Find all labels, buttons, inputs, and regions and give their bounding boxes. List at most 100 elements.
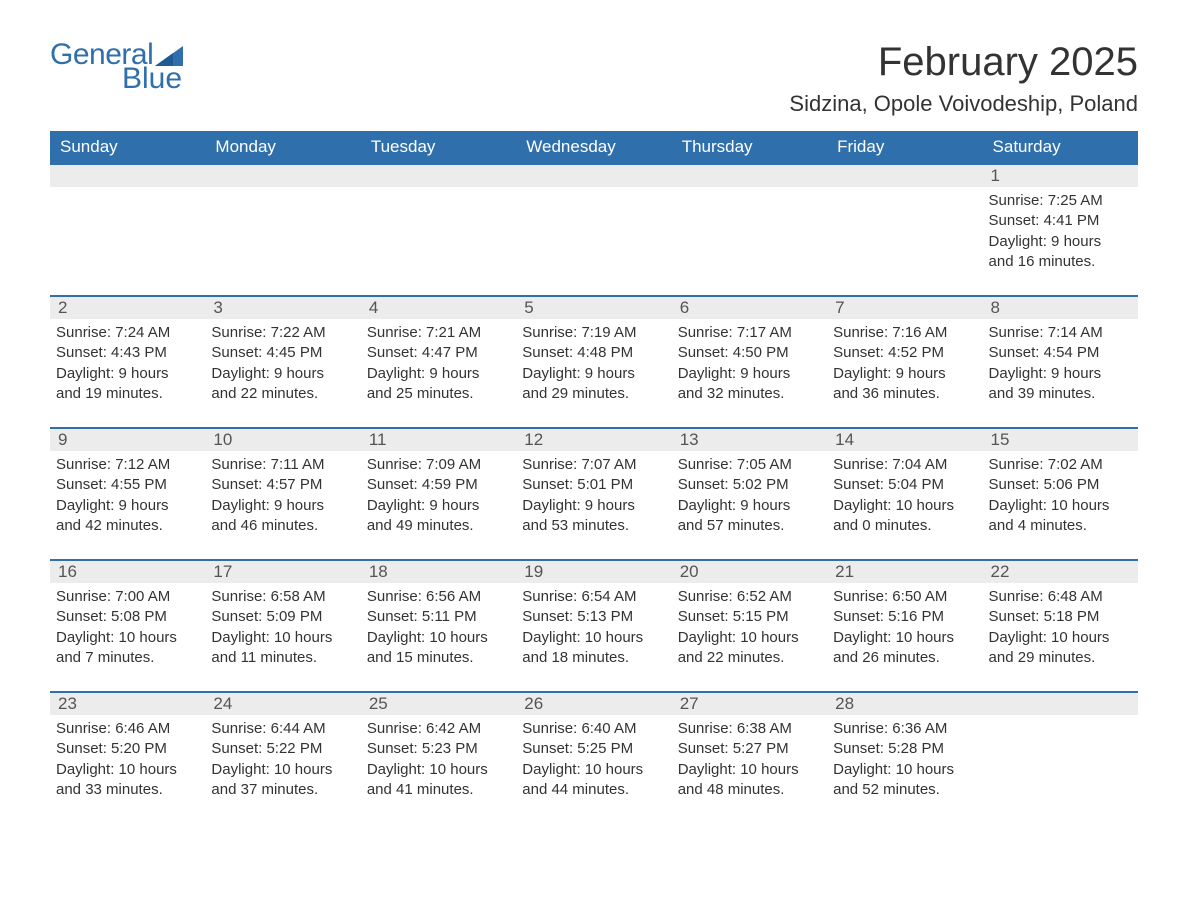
sunrise-text: Sunrise: 6:36 AM — [833, 719, 969, 739]
sunrise-text: Sunrise: 6:38 AM — [678, 719, 814, 739]
logo-flag-icon — [155, 46, 183, 66]
sunset-text: Sunset: 5:18 PM — [989, 607, 1125, 627]
logo-text-blue: Blue — [122, 64, 183, 94]
calendar-day: 5Sunrise: 7:19 AMSunset: 4:48 PMDaylight… — [516, 297, 671, 407]
calendar-day: 8Sunrise: 7:14 AMSunset: 4:54 PMDaylight… — [983, 297, 1138, 407]
sunrise-text: Sunrise: 6:58 AM — [211, 587, 347, 607]
daylight-text: Daylight: 10 hours and 33 minutes. — [56, 760, 192, 801]
calendar-day: . — [672, 165, 827, 275]
calendar-day: 9Sunrise: 7:12 AMSunset: 4:55 PMDaylight… — [50, 429, 205, 539]
daylight-text: Daylight: 10 hours and 11 minutes. — [211, 628, 347, 669]
sunset-text: Sunset: 5:02 PM — [678, 475, 814, 495]
calendar-day: . — [50, 165, 205, 275]
sunrise-text: Sunrise: 7:05 AM — [678, 455, 814, 475]
calendar-day: 1Sunrise: 7:25 AMSunset: 4:41 PMDaylight… — [983, 165, 1138, 275]
daylight-text: Daylight: 10 hours and 26 minutes. — [833, 628, 969, 669]
sunrise-text: Sunrise: 7:22 AM — [211, 323, 347, 343]
daylight-text: Daylight: 10 hours and 41 minutes. — [367, 760, 503, 801]
day-body: Sunrise: 6:52 AMSunset: 5:15 PMDaylight:… — [672, 583, 822, 668]
daylight-text: Daylight: 9 hours and 25 minutes. — [367, 364, 503, 405]
calendar-day: 24Sunrise: 6:44 AMSunset: 5:22 PMDayligh… — [205, 693, 360, 803]
sunrise-text: Sunrise: 7:24 AM — [56, 323, 192, 343]
day-number: 17 — [205, 561, 360, 583]
calendar-day: 13Sunrise: 7:05 AMSunset: 5:02 PMDayligh… — [672, 429, 827, 539]
daylight-text: Daylight: 10 hours and 44 minutes. — [522, 760, 658, 801]
day-number: 15 — [983, 429, 1138, 451]
daylight-text: Daylight: 10 hours and 18 minutes. — [522, 628, 658, 669]
day-body: Sunrise: 7:07 AMSunset: 5:01 PMDaylight:… — [516, 451, 666, 536]
calendar-day: 10Sunrise: 7:11 AMSunset: 4:57 PMDayligh… — [205, 429, 360, 539]
sunrise-text: Sunrise: 7:17 AM — [678, 323, 814, 343]
day-body: Sunrise: 6:42 AMSunset: 5:23 PMDaylight:… — [361, 715, 511, 800]
day-number: 14 — [827, 429, 982, 451]
sunrise-text: Sunrise: 7:00 AM — [56, 587, 192, 607]
calendar-day: 15Sunrise: 7:02 AMSunset: 5:06 PMDayligh… — [983, 429, 1138, 539]
sunset-text: Sunset: 5:04 PM — [833, 475, 969, 495]
day-number: 27 — [672, 693, 827, 715]
day-number: . — [205, 165, 360, 187]
sunrise-text: Sunrise: 7:02 AM — [989, 455, 1125, 475]
sunset-text: Sunset: 4:57 PM — [211, 475, 347, 495]
day-body: Sunrise: 6:50 AMSunset: 5:16 PMDaylight:… — [827, 583, 977, 668]
sunrise-text: Sunrise: 6:52 AM — [678, 587, 814, 607]
day-number: 18 — [361, 561, 516, 583]
daylight-text: Daylight: 10 hours and 7 minutes. — [56, 628, 192, 669]
daylight-text: Daylight: 10 hours and 4 minutes. — [989, 496, 1125, 537]
daylight-text: Daylight: 10 hours and 22 minutes. — [678, 628, 814, 669]
calendar-day: 17Sunrise: 6:58 AMSunset: 5:09 PMDayligh… — [205, 561, 360, 671]
sunset-text: Sunset: 5:11 PM — [367, 607, 503, 627]
daylight-text: Daylight: 9 hours and 53 minutes. — [522, 496, 658, 537]
day-body: Sunrise: 6:58 AMSunset: 5:09 PMDaylight:… — [205, 583, 355, 668]
sunrise-text: Sunrise: 7:09 AM — [367, 455, 503, 475]
calendar-day: 4Sunrise: 7:21 AMSunset: 4:47 PMDaylight… — [361, 297, 516, 407]
day-body: Sunrise: 7:24 AMSunset: 4:43 PMDaylight:… — [50, 319, 200, 404]
calendar-day: 3Sunrise: 7:22 AMSunset: 4:45 PMDaylight… — [205, 297, 360, 407]
calendar-day: 14Sunrise: 7:04 AMSunset: 5:04 PMDayligh… — [827, 429, 982, 539]
calendar-day: 26Sunrise: 6:40 AMSunset: 5:25 PMDayligh… — [516, 693, 671, 803]
sunrise-text: Sunrise: 7:04 AM — [833, 455, 969, 475]
day-body: Sunrise: 6:54 AMSunset: 5:13 PMDaylight:… — [516, 583, 666, 668]
logo: General Blue — [50, 40, 183, 94]
day-number: 19 — [516, 561, 671, 583]
day-number: 5 — [516, 297, 671, 319]
calendar-week: 16Sunrise: 7:00 AMSunset: 5:08 PMDayligh… — [50, 559, 1138, 671]
sunset-text: Sunset: 4:43 PM — [56, 343, 192, 363]
calendar-day: 6Sunrise: 7:17 AMSunset: 4:50 PMDaylight… — [672, 297, 827, 407]
day-number: 2 — [50, 297, 205, 319]
sunset-text: Sunset: 4:59 PM — [367, 475, 503, 495]
calendar-day: 28Sunrise: 6:36 AMSunset: 5:28 PMDayligh… — [827, 693, 982, 803]
sunrise-text: Sunrise: 6:56 AM — [367, 587, 503, 607]
day-number: 24 — [205, 693, 360, 715]
day-body: Sunrise: 7:11 AMSunset: 4:57 PMDaylight:… — [205, 451, 355, 536]
sunset-text: Sunset: 5:28 PM — [833, 739, 969, 759]
day-number: 25 — [361, 693, 516, 715]
sunset-text: Sunset: 4:45 PM — [211, 343, 347, 363]
day-number: 12 — [516, 429, 671, 451]
header: General Blue February 2025 Sidzina, Opol… — [50, 40, 1138, 127]
day-body: Sunrise: 7:21 AMSunset: 4:47 PMDaylight:… — [361, 319, 511, 404]
day-body: Sunrise: 7:19 AMSunset: 4:48 PMDaylight:… — [516, 319, 666, 404]
day-body: Sunrise: 6:48 AMSunset: 5:18 PMDaylight:… — [983, 583, 1133, 668]
sunset-text: Sunset: 5:20 PM — [56, 739, 192, 759]
calendar-day: 18 Sunrise: 6:56 AMSunset: 5:11 PMDayligh… — [361, 561, 516, 671]
calendar-day: 23Sunrise: 6:46 AMSunset: 5:20 PMDayligh… — [50, 693, 205, 803]
daylight-text: Daylight: 9 hours and 16 minutes. — [989, 232, 1125, 273]
day-body: Sunrise: 6:40 AMSunset: 5:25 PMDaylight:… — [516, 715, 666, 800]
sunset-text: Sunset: 4:52 PM — [833, 343, 969, 363]
sunrise-text: Sunrise: 7:16 AM — [833, 323, 969, 343]
sunset-text: Sunset: 4:54 PM — [989, 343, 1125, 363]
daylight-text: Daylight: 10 hours and 15 minutes. — [367, 628, 503, 669]
day-body: Sunrise: 6:38 AMSunset: 5:27 PMDaylight:… — [672, 715, 822, 800]
dow-friday: Friday — [827, 131, 982, 163]
daylight-text: Daylight: 9 hours and 32 minutes. — [678, 364, 814, 405]
dow-sunday: Sunday — [50, 131, 205, 163]
calendar-day: . — [827, 165, 982, 275]
daylight-text: Daylight: 9 hours and 57 minutes. — [678, 496, 814, 537]
calendar-day: 16Sunrise: 7:00 AMSunset: 5:08 PMDayligh… — [50, 561, 205, 671]
sunrise-text: Sunrise: 6:42 AM — [367, 719, 503, 739]
day-number: . — [983, 693, 1138, 715]
day-body: Sunrise: 7:22 AMSunset: 4:45 PMDaylight:… — [205, 319, 355, 404]
day-body: Sunrise: 7:12 AMSunset: 4:55 PMDaylight:… — [50, 451, 200, 536]
calendar-day: . — [361, 165, 516, 275]
calendar-day: . — [205, 165, 360, 275]
